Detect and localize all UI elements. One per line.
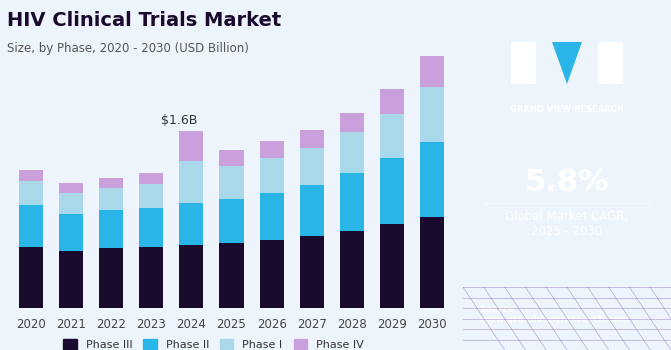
- Bar: [380, 158, 404, 224]
- Bar: [59, 214, 83, 251]
- Bar: [420, 142, 444, 217]
- Bar: [19, 205, 43, 247]
- Bar: [19, 247, 43, 308]
- Bar: [139, 247, 163, 308]
- Bar: [260, 158, 284, 193]
- Bar: [59, 193, 83, 214]
- Bar: [139, 184, 163, 208]
- Text: HIV Clinical Trials Market: HIV Clinical Trials Market: [7, 10, 281, 29]
- Text: Source:
www.grandviewresearch.com: Source: www.grandviewresearch.com: [480, 304, 630, 324]
- Bar: [340, 231, 364, 308]
- FancyBboxPatch shape: [599, 42, 623, 84]
- Bar: [99, 178, 123, 188]
- Legend: Phase III, Phase II, Phase I, Phase IV: Phase III, Phase II, Phase I, Phase IV: [59, 335, 368, 350]
- Bar: [300, 148, 324, 186]
- Bar: [260, 193, 284, 239]
- Text: GRAND VIEW RESEARCH: GRAND VIEW RESEARCH: [510, 105, 624, 114]
- Bar: [219, 150, 244, 166]
- Text: Global Market CAGR,
2025 - 2030: Global Market CAGR, 2025 - 2030: [505, 210, 629, 238]
- Bar: [139, 208, 163, 247]
- Bar: [380, 114, 404, 158]
- Text: 5.8%: 5.8%: [525, 168, 609, 197]
- FancyBboxPatch shape: [511, 42, 535, 84]
- Bar: [99, 188, 123, 210]
- Bar: [139, 173, 163, 184]
- Text: Size, by Phase, 2020 - 2030 (USD Billion): Size, by Phase, 2020 - 2030 (USD Billion…: [7, 42, 248, 55]
- Bar: [19, 181, 43, 205]
- Bar: [19, 170, 43, 181]
- Bar: [179, 131, 203, 161]
- Bar: [260, 141, 284, 158]
- Bar: [420, 87, 444, 142]
- Bar: [59, 183, 83, 193]
- Bar: [99, 248, 123, 308]
- Bar: [300, 130, 324, 148]
- Bar: [179, 161, 203, 203]
- Bar: [99, 210, 123, 248]
- Bar: [340, 133, 364, 173]
- Bar: [179, 245, 203, 308]
- Bar: [219, 243, 244, 308]
- Bar: [380, 90, 404, 114]
- Polygon shape: [552, 42, 582, 84]
- Bar: [219, 166, 244, 199]
- Bar: [300, 236, 324, 308]
- Bar: [260, 239, 284, 308]
- Bar: [380, 224, 404, 308]
- Bar: [420, 56, 444, 87]
- Bar: [300, 186, 324, 236]
- Bar: [219, 199, 244, 243]
- Bar: [340, 113, 364, 133]
- Bar: [179, 203, 203, 245]
- Bar: [340, 173, 364, 231]
- Bar: [420, 217, 444, 308]
- Text: $1.6B: $1.6B: [161, 114, 197, 127]
- Bar: [59, 251, 83, 308]
